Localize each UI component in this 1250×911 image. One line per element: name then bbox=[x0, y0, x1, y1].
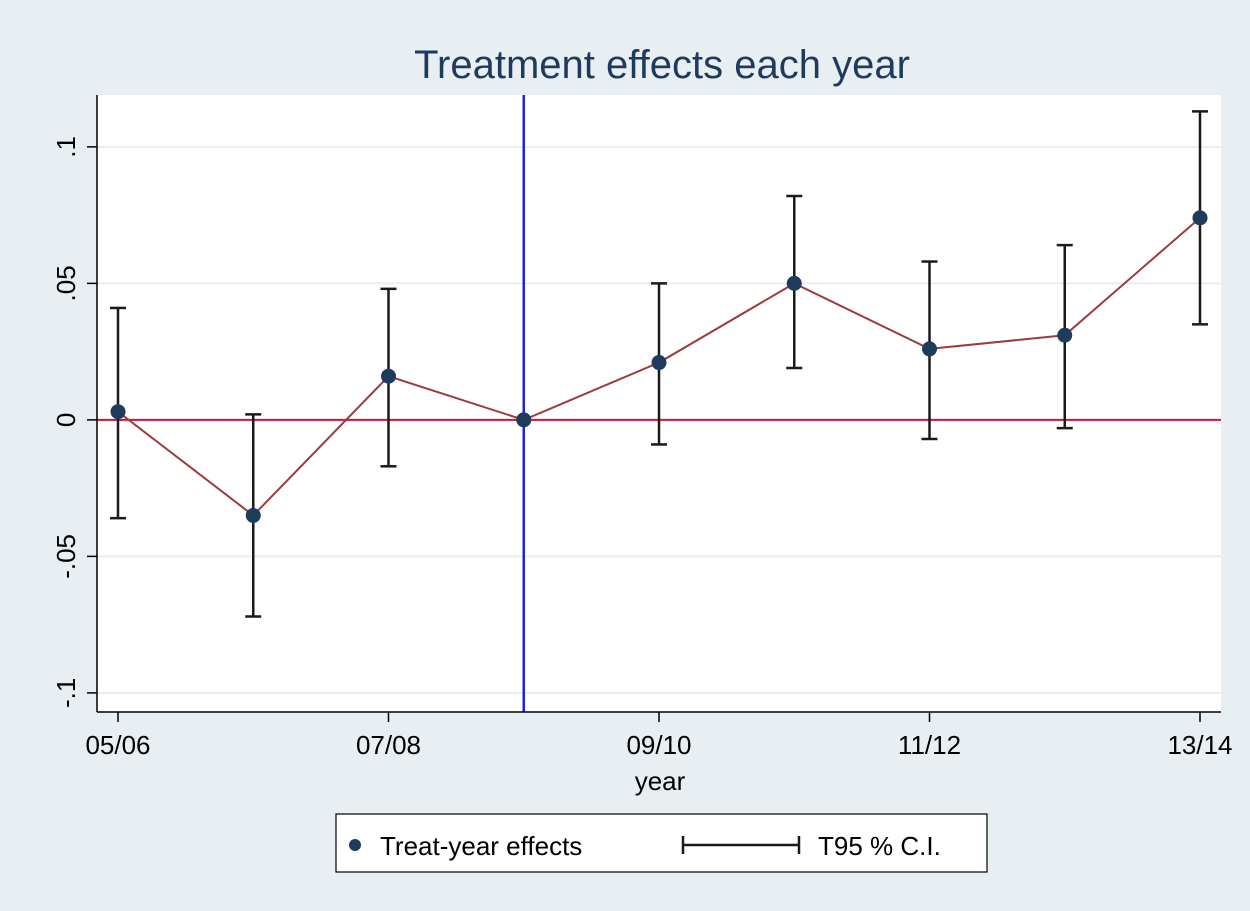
data-point bbox=[651, 355, 667, 371]
data-point bbox=[245, 507, 261, 523]
legend-marker-ci bbox=[681, 836, 801, 854]
y-tick-label: -.05 bbox=[51, 534, 81, 579]
x-ticks: 05/06 07/08 09/10 11/12 13/14 bbox=[85, 712, 1233, 760]
y-tick-label: 0 bbox=[51, 413, 81, 427]
data-point bbox=[922, 341, 937, 357]
x-tick-label: 13/14 bbox=[1167, 730, 1232, 760]
legend-label-effects: Treat-year effects bbox=[380, 831, 582, 861]
legend-marker-point bbox=[349, 839, 361, 851]
data-point bbox=[1192, 210, 1208, 226]
x-tick-label: 07/08 bbox=[356, 730, 421, 760]
data-point bbox=[516, 412, 532, 428]
data-point bbox=[786, 275, 802, 291]
y-tick-label: -.1 bbox=[51, 678, 81, 708]
x-tick-label: 11/12 bbox=[898, 730, 961, 760]
x-axis-label: year bbox=[635, 766, 686, 796]
data-point bbox=[110, 404, 126, 420]
legend: Treat-year effects T95 % C.I. bbox=[335, 813, 988, 873]
y-tick-label: .1 bbox=[51, 136, 81, 158]
legend-label-ci: T95 % C.I. bbox=[818, 831, 941, 861]
data-points bbox=[110, 210, 1208, 523]
x-tick-label: 05/06 bbox=[85, 730, 150, 760]
data-point bbox=[381, 368, 396, 384]
y-tick-label: .05 bbox=[51, 265, 81, 301]
data-point bbox=[1057, 327, 1073, 343]
y-ticks: -.1 -.05 0 .05 .1 bbox=[51, 136, 97, 708]
x-tick-label: 09/10 bbox=[626, 730, 691, 760]
chart-title: Treatment effects each year bbox=[414, 43, 910, 87]
legend-box bbox=[335, 813, 988, 873]
